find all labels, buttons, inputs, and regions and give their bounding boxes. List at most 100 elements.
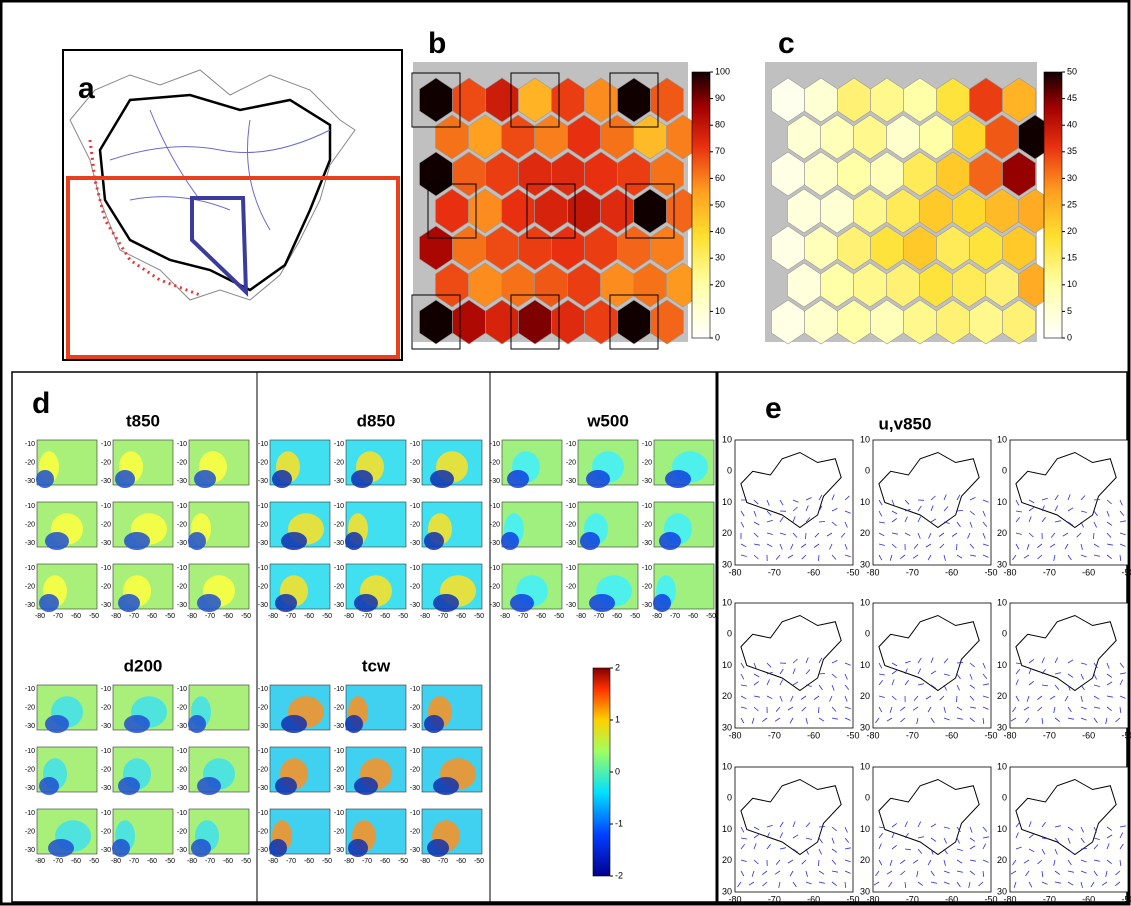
y-tick-label: -30 xyxy=(177,847,187,854)
x-tick-label: -60 xyxy=(456,613,466,620)
subplot-title: tcw xyxy=(362,656,391,675)
y-tick-label: -30 xyxy=(101,540,111,547)
y-tick-label: -30 xyxy=(566,602,576,609)
colorbar-tick-label: 1 xyxy=(615,714,620,724)
x-tick-label: -80 xyxy=(1003,730,1016,740)
colorbar xyxy=(592,667,611,877)
contour-region xyxy=(589,594,615,612)
highlight-box xyxy=(510,294,560,350)
basin-outline xyxy=(878,451,980,529)
y-tick-label: 0 xyxy=(1002,793,1007,803)
y-tick-label: -10 xyxy=(258,441,268,448)
wind-vectors xyxy=(1010,657,1126,724)
hex-cell xyxy=(650,77,684,123)
y-tick-label: -20 xyxy=(410,704,420,711)
y-tick-label: -10 xyxy=(258,686,268,693)
y-tick-label: -20 xyxy=(410,828,420,835)
y-tick-label: -30 xyxy=(258,785,268,792)
y-tick-label: -10 xyxy=(177,686,187,693)
x-tick-label: -70 xyxy=(205,858,215,865)
hex-cell xyxy=(650,225,684,271)
x-tick-label: -50 xyxy=(1121,894,1131,904)
x-tick-label: -50 xyxy=(984,894,997,904)
y-tick-label: -20 xyxy=(177,521,187,528)
y-tick-label: -20 xyxy=(334,459,344,466)
y-tick-label: 0 xyxy=(1002,466,1007,476)
x-tick-label: -50 xyxy=(630,613,640,620)
x-tick-label: -80 xyxy=(728,730,741,740)
contour-region xyxy=(188,715,206,733)
subplot-title: d200 xyxy=(124,656,163,675)
x-tick-label: -70 xyxy=(768,730,781,740)
contour-region xyxy=(424,532,444,550)
y-tick-label: -30 xyxy=(566,540,576,547)
y-tick-label: 0 xyxy=(865,793,870,803)
y-tick-label: -30 xyxy=(101,847,111,854)
contour-region xyxy=(433,594,459,612)
highlight-box xyxy=(625,183,675,239)
colorbar-tick-label: 10 xyxy=(1067,279,1077,289)
colorbar-tick-label: 20 xyxy=(715,279,725,289)
contour-region xyxy=(45,715,69,733)
y-tick-label: -20 xyxy=(177,766,187,773)
y-tick-label: -20 xyxy=(642,521,652,528)
y-tick-label: -20 xyxy=(258,459,268,466)
y-tick-label: -20 xyxy=(334,521,344,528)
x-tick-label: -70 xyxy=(53,858,63,865)
y-tick-label: -10 xyxy=(101,441,111,448)
x-tick-label: -80 xyxy=(187,858,197,865)
y-tick-label: -10 xyxy=(410,565,420,572)
contour-region xyxy=(115,470,135,488)
contour-region xyxy=(580,532,600,550)
wind-vectors xyxy=(1010,821,1126,888)
x-tick-label: -50 xyxy=(474,613,484,620)
vector-plot xyxy=(872,602,992,729)
x-tick-label: -50 xyxy=(984,730,997,740)
y-tick-label: -10 xyxy=(410,441,420,448)
y-tick-label: 10 xyxy=(997,597,1007,607)
y-tick-label: -30 xyxy=(258,540,268,547)
y-tick-label: -30 xyxy=(334,540,344,547)
basin-outline xyxy=(740,614,842,692)
colorbar-tick-label: -1 xyxy=(615,818,623,828)
y-tick-label: -30 xyxy=(25,847,35,854)
y-tick-label: -10 xyxy=(410,686,420,693)
y-tick-label: 0 xyxy=(865,466,870,476)
x-tick-label: -60 xyxy=(147,858,157,865)
colorbar xyxy=(1043,71,1063,339)
y-tick-label: 10 xyxy=(997,660,1007,670)
panel-label: c xyxy=(778,27,795,60)
y-tick-label: -30 xyxy=(25,540,35,547)
y-tick-label: 10 xyxy=(860,497,870,507)
colorbar-tick-label: -2 xyxy=(615,870,623,880)
y-tick-label: -20 xyxy=(25,459,35,466)
x-tick-label: -80 xyxy=(111,858,121,865)
x-tick-label: -50 xyxy=(846,894,859,904)
x-tick-label: -60 xyxy=(147,613,157,620)
y-tick-label: -20 xyxy=(25,583,35,590)
colorbar-tick-label: 0 xyxy=(1067,332,1072,342)
y-tick-label: -10 xyxy=(101,503,111,510)
x-tick-label: -50 xyxy=(474,858,484,865)
y-tick-label: -10 xyxy=(258,503,268,510)
x-tick-label: -50 xyxy=(1121,730,1131,740)
y-tick-label: -10 xyxy=(490,565,500,572)
y-tick-label: -10 xyxy=(566,503,576,510)
y-tick-label: -10 xyxy=(410,810,420,817)
highlight-box xyxy=(411,72,461,128)
colorbar-tick-label: 15 xyxy=(1067,253,1077,263)
x-tick-label: -60 xyxy=(304,613,314,620)
x-tick-label: -60 xyxy=(304,858,314,865)
y-tick-label: -30 xyxy=(177,785,187,792)
hex-cell xyxy=(1002,151,1036,197)
colorbar-tick-label: 60 xyxy=(715,173,725,183)
x-tick-label: -70 xyxy=(906,567,919,577)
contour-region xyxy=(39,594,59,612)
y-tick-label: -30 xyxy=(25,785,35,792)
y-tick-label: -30 xyxy=(642,540,652,547)
wind-vectors xyxy=(740,494,851,562)
y-tick-label: 0 xyxy=(727,466,732,476)
y-tick-label: -20 xyxy=(490,521,500,528)
y-tick-label: -30 xyxy=(177,602,187,609)
y-tick-label: -30 xyxy=(258,602,268,609)
